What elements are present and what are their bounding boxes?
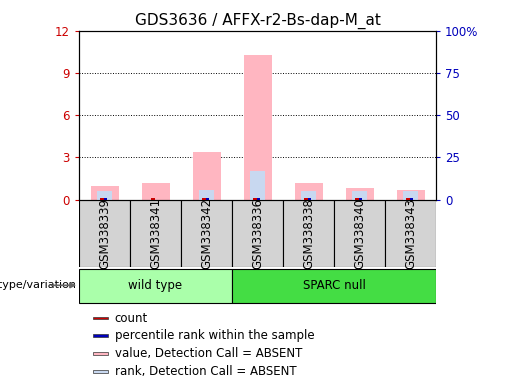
Text: wild type: wild type xyxy=(128,279,182,292)
Bar xyxy=(402,191,417,200)
Bar xyxy=(93,334,107,337)
Bar xyxy=(405,198,409,200)
Text: GSM338341: GSM338341 xyxy=(149,198,162,269)
Bar xyxy=(91,185,119,200)
Text: SPARC null: SPARC null xyxy=(302,279,365,292)
Text: GSM338340: GSM338340 xyxy=(352,198,365,269)
Title: GDS3636 / AFFX-r2-Bs-dap-M_at: GDS3636 / AFFX-r2-Bs-dap-M_at xyxy=(134,13,380,29)
Bar xyxy=(181,200,232,267)
Bar xyxy=(100,198,104,200)
Bar xyxy=(130,200,181,267)
Text: GSM338343: GSM338343 xyxy=(403,198,416,269)
Text: rank, Detection Call = ABSENT: rank, Detection Call = ABSENT xyxy=(115,365,296,378)
Text: genotype/variation: genotype/variation xyxy=(0,280,79,290)
Bar xyxy=(104,198,107,200)
Bar xyxy=(249,171,265,200)
Bar xyxy=(384,200,435,267)
Bar xyxy=(79,200,130,267)
Bar xyxy=(79,269,232,303)
Text: count: count xyxy=(115,311,148,324)
Bar xyxy=(93,352,107,355)
Bar xyxy=(93,370,107,373)
Bar xyxy=(396,190,424,200)
Text: GSM338336: GSM338336 xyxy=(250,198,264,269)
Bar xyxy=(294,183,322,200)
Bar xyxy=(192,152,220,200)
Bar xyxy=(351,191,366,200)
Bar xyxy=(257,198,260,200)
Text: percentile rank within the sample: percentile rank within the sample xyxy=(115,329,314,342)
Bar xyxy=(345,189,373,200)
Bar xyxy=(199,190,214,200)
Bar xyxy=(243,55,271,200)
Bar xyxy=(232,200,282,267)
Bar xyxy=(333,200,384,267)
Bar xyxy=(354,198,358,200)
Text: GSM338339: GSM338339 xyxy=(98,198,111,269)
Bar xyxy=(303,198,307,200)
Bar xyxy=(202,198,206,200)
Bar xyxy=(206,198,209,200)
Bar xyxy=(409,198,412,200)
Bar xyxy=(151,198,155,200)
Bar xyxy=(307,198,310,200)
Bar xyxy=(97,191,112,200)
Bar xyxy=(232,269,435,303)
Bar xyxy=(252,198,257,200)
Bar xyxy=(93,316,107,319)
Bar xyxy=(282,200,333,267)
Text: value, Detection Call = ABSENT: value, Detection Call = ABSENT xyxy=(115,347,301,360)
Text: GSM338338: GSM338338 xyxy=(301,198,315,269)
Text: GSM338342: GSM338342 xyxy=(200,198,213,269)
Bar xyxy=(142,183,169,200)
Bar xyxy=(358,198,361,200)
Bar xyxy=(300,191,316,200)
